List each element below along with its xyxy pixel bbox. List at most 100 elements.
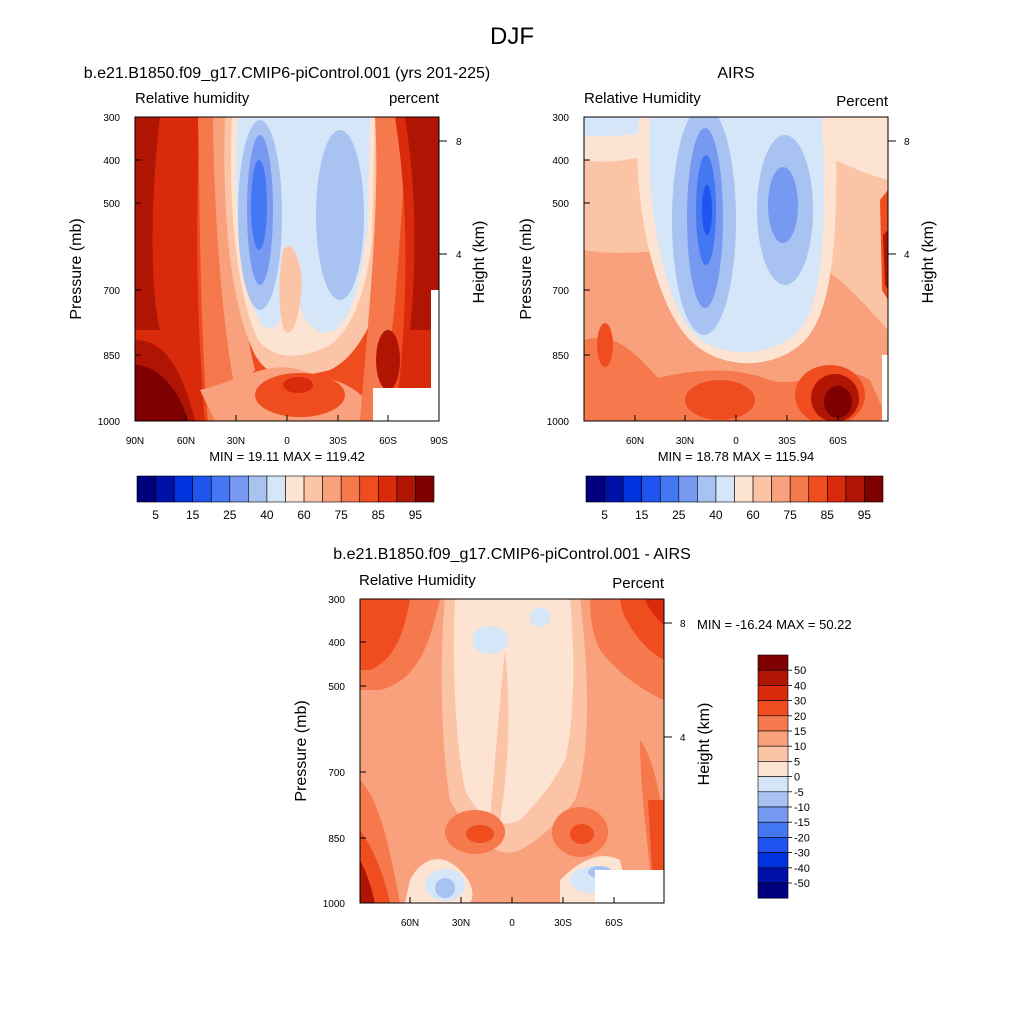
colorbar-label: 15 xyxy=(635,508,649,522)
colorbar-swatch xyxy=(136,475,156,503)
panel-airs-field xyxy=(584,117,888,421)
panel-airs-y-ticks: 300 400 500 700 850 1000 xyxy=(547,113,590,428)
colorbar-swatch xyxy=(757,669,789,686)
panel-model-y-ticks: 300 400 500 700 850 1000 xyxy=(98,113,141,428)
y-tick: 500 xyxy=(328,682,345,693)
y-tick: 850 xyxy=(552,351,569,362)
panel-model-right-label: percent xyxy=(389,90,440,107)
colorbar-swatch xyxy=(789,475,810,503)
panel-diff-y-ticks: 300 400 500 700 850 1000 xyxy=(323,595,366,910)
colorbar-swatch xyxy=(757,685,789,701)
y-tick: 850 xyxy=(328,834,345,845)
colorbar-swatch xyxy=(757,730,789,747)
colorbar-label: -50 xyxy=(794,878,810,890)
y-tick: 700 xyxy=(328,768,345,779)
colorbar-swatch xyxy=(864,475,884,503)
colorbar-label: 5 xyxy=(794,756,800,768)
colorbar-swatch xyxy=(396,475,416,503)
colorbar-swatch xyxy=(155,475,175,503)
colorbar-label: 40 xyxy=(260,508,274,522)
colorbar-label: 5 xyxy=(601,508,608,522)
colorbar-swatch xyxy=(229,475,249,503)
x-tick: 60N xyxy=(401,918,419,929)
panel-airs-ylabel: Pressure (mb) xyxy=(518,218,535,319)
x-tick: 60N xyxy=(177,436,195,447)
x-tick: 30S xyxy=(778,436,796,447)
colorbar-swatch xyxy=(757,745,789,762)
colorbar-swatch xyxy=(173,475,193,503)
colorbar-label: 15 xyxy=(186,508,200,522)
y-tick: 850 xyxy=(103,351,120,362)
panel-diff-title: b.e21.B1850.f09_g17.CMIP6-piControl.001 … xyxy=(333,546,691,563)
colorbar-swatch xyxy=(757,867,789,884)
panel-model-ylabel-right: Height (km) xyxy=(471,221,488,304)
colorbar-label: -10 xyxy=(794,802,810,814)
panel-airs-left-label: Relative Humidity xyxy=(584,90,701,107)
colorbar-swatch xyxy=(771,475,791,503)
colorbar-label: 30 xyxy=(794,696,806,708)
colorbar-swatch xyxy=(622,475,642,503)
panel-diff-ylabel: Pressure (mb) xyxy=(293,700,310,801)
y-right-tick: 4 xyxy=(680,733,686,744)
y-tick: 500 xyxy=(552,199,569,210)
x-tick: 60S xyxy=(605,918,623,929)
colorbar-label: 25 xyxy=(672,508,686,522)
colorbar-swatch xyxy=(266,475,286,503)
y-right-tick: 8 xyxy=(456,137,462,148)
colorbar-swatch xyxy=(757,654,789,671)
colorbar-swatch xyxy=(757,700,789,717)
colorbar-label: 85 xyxy=(372,508,386,522)
panel-diff-y-right-ticks: 8 4 xyxy=(664,619,686,744)
panel-airs-colorbar: 5 15 25 40 60 75 85 95 xyxy=(585,475,884,522)
y-tick: 1000 xyxy=(98,417,121,428)
colorbar-swatch xyxy=(641,475,661,503)
y-tick: 300 xyxy=(103,113,120,124)
panel-diff-right-label: Percent xyxy=(612,575,665,592)
colorbar-label: 95 xyxy=(409,508,423,522)
y-tick: 1000 xyxy=(547,417,570,428)
y-tick: 700 xyxy=(103,286,120,297)
colorbar-label: 10 xyxy=(794,741,806,753)
x-tick: 30N xyxy=(676,436,694,447)
x-tick: 60S xyxy=(829,436,847,447)
x-tick: 60S xyxy=(379,436,397,447)
colorbar-label: -40 xyxy=(794,863,810,875)
colorbar-label: 95 xyxy=(858,508,872,522)
y-tick: 400 xyxy=(328,638,345,649)
colorbar-label: 40 xyxy=(709,508,723,522)
colorbar-swatch xyxy=(757,715,789,732)
panel-model: b.e21.B1850.f09_g17.CMIP6-piControl.001 … xyxy=(68,65,490,522)
colorbar-swatch xyxy=(752,475,772,503)
colorbar-swatch xyxy=(659,475,680,503)
colorbar-swatch xyxy=(757,821,789,838)
colorbar-label: 60 xyxy=(297,508,311,522)
colorbar-swatch xyxy=(757,852,789,869)
x-tick: 0 xyxy=(509,918,515,929)
y-tick: 300 xyxy=(552,113,569,124)
colorbar-swatch xyxy=(715,475,735,503)
figure-title: DJF xyxy=(490,23,534,50)
colorbar-label: -5 xyxy=(794,787,804,799)
colorbar-swatch xyxy=(757,806,789,823)
colorbar-swatch xyxy=(845,475,865,503)
colorbar-swatch xyxy=(285,475,305,503)
colorbar-label: 25 xyxy=(223,508,237,522)
x-tick: 0 xyxy=(733,436,739,447)
panel-model-title: b.e21.B1850.f09_g17.CMIP6-piControl.001 … xyxy=(84,65,490,82)
x-tick: 90S xyxy=(430,436,448,447)
colorbar-label: 15 xyxy=(794,726,806,738)
y-tick: 500 xyxy=(103,199,120,210)
y-right-tick: 4 xyxy=(456,250,462,261)
y-tick: 300 xyxy=(328,595,345,606)
y-right-tick: 4 xyxy=(904,250,910,261)
x-tick: 30N xyxy=(452,918,470,929)
panel-diff-x-ticks: 60N 30N 0 30S 60S xyxy=(401,897,623,929)
colorbar-swatch xyxy=(808,475,828,503)
colorbar-swatch xyxy=(322,475,342,503)
panel-model-left-label: Relative humidity xyxy=(135,90,250,107)
colorbar-swatch xyxy=(340,475,361,503)
x-tick: 30S xyxy=(329,436,347,447)
panel-diff-ylabel-right: Height (km) xyxy=(696,703,713,786)
colorbar-swatch xyxy=(210,475,231,503)
y-right-tick: 8 xyxy=(680,619,686,630)
